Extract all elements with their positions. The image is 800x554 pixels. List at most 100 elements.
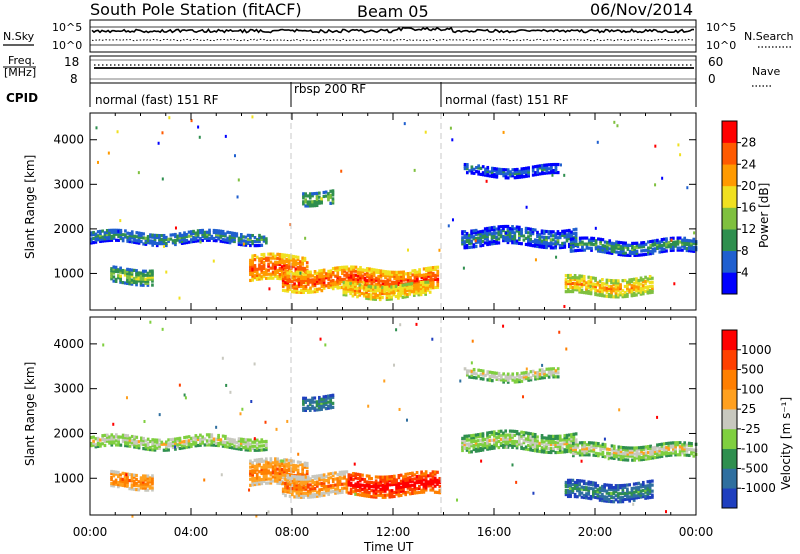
echo-cell: [176, 236, 180, 240]
echo-cell: [647, 447, 650, 451]
echo-cell: [304, 400, 308, 404]
echo-cell: [591, 284, 595, 288]
echo-cell: [622, 247, 625, 251]
echo-cell: [103, 433, 107, 437]
echo-cell: [217, 233, 220, 237]
echo-cell: [589, 280, 593, 284]
echo-cell: [601, 290, 604, 294]
echo-cell: [427, 270, 431, 274]
echo-cell: [513, 376, 517, 380]
echo-cell: [424, 480, 428, 484]
echo-cell: [108, 238, 111, 243]
echo-cell: [384, 282, 387, 286]
echo-cell: [578, 481, 582, 485]
echo-cell: [288, 488, 292, 492]
echo-cell: [608, 239, 612, 243]
echo-cell: [255, 462, 259, 466]
echo-cell: [221, 442, 225, 446]
echo-cell: [306, 288, 310, 292]
echo-cell: [287, 258, 291, 262]
echo-cell: [517, 440, 521, 444]
echo-cell: [96, 160, 99, 164]
echo-cell: [301, 260, 305, 264]
echo-cell: [171, 437, 175, 442]
echo-cell: [370, 485, 373, 489]
echo-cell: [404, 480, 408, 485]
echo-cell: [327, 283, 331, 287]
echo-cell: [569, 249, 573, 253]
echo-cell: [594, 286, 597, 291]
echo-cell: [313, 494, 317, 499]
echo-cell: [365, 474, 369, 478]
echo-cell: [146, 478, 150, 482]
echo-cell: [540, 446, 544, 450]
echo-cell: [383, 489, 387, 493]
echo-cell: [276, 256, 280, 260]
echo-cell: [144, 240, 148, 244]
echo-cell: [309, 286, 312, 290]
echo-cell: [596, 293, 600, 297]
echo-cell: [623, 491, 627, 495]
echo-cell: [622, 243, 625, 247]
echo-cell: [309, 270, 312, 274]
echo-cell: [309, 495, 312, 499]
echo-cell: [151, 438, 155, 442]
echo-cell: [112, 269, 116, 273]
echo-cell: [397, 292, 400, 296]
echo-cell: [451, 218, 454, 222]
echo-cell: [596, 490, 600, 494]
echo-cell: [251, 465, 255, 469]
echo-cell: [556, 442, 560, 446]
echo-cell: [640, 241, 643, 245]
echo-cell: [303, 473, 307, 477]
echo-cell: [463, 230, 467, 234]
echo-cell: [531, 228, 535, 232]
echo-cell: [583, 447, 587, 451]
echo-cell: [603, 455, 607, 459]
echo-cell: [343, 269, 346, 273]
echo-cell: [260, 477, 264, 482]
echo-cell: [305, 461, 309, 466]
echo-cell: [622, 253, 625, 257]
echo-cell: [403, 283, 407, 287]
echo-cell: [340, 265, 344, 269]
echo-cell: [137, 231, 141, 235]
echo-cell: [607, 483, 611, 487]
echo-cell: [552, 168, 555, 173]
echo-cell: [306, 204, 310, 208]
echo-cell: [585, 447, 589, 451]
echo-cell: [574, 432, 578, 436]
echo-cell: [472, 167, 476, 171]
echo-cell: [99, 239, 102, 244]
echo-cell: [676, 238, 680, 242]
echo-cell: [531, 173, 535, 177]
echo-cell: [563, 233, 567, 237]
echo-cell: [633, 456, 637, 460]
echo-cell: [656, 443, 659, 447]
echo-cell: [651, 284, 654, 288]
echo-cell: [649, 454, 652, 458]
echo-cell: [221, 444, 225, 448]
echo-cell: [260, 271, 264, 275]
echo-cell: [481, 233, 485, 237]
echo-cell: [297, 489, 301, 493]
echo-cell: [368, 490, 371, 494]
echo-cell: [123, 269, 127, 273]
echo-cell: [477, 439, 480, 443]
echo-cell: [115, 228, 118, 232]
echo-cell: [506, 172, 510, 176]
echo-cell: [621, 485, 625, 490]
echo-cell: [258, 233, 261, 238]
echo-cell: [628, 290, 631, 294]
echo-cell: [327, 269, 331, 273]
echo-cell: [342, 283, 346, 287]
echo-cell: [194, 237, 198, 241]
echo-cell: [281, 487, 285, 491]
echo-cell: [572, 438, 576, 442]
echo-cell: [630, 488, 634, 493]
echo-cell: [349, 475, 353, 479]
echo-cell: [610, 495, 613, 500]
echo-cell: [488, 226, 492, 230]
echo-cell: [567, 230, 571, 235]
echo-cell: [413, 473, 417, 477]
